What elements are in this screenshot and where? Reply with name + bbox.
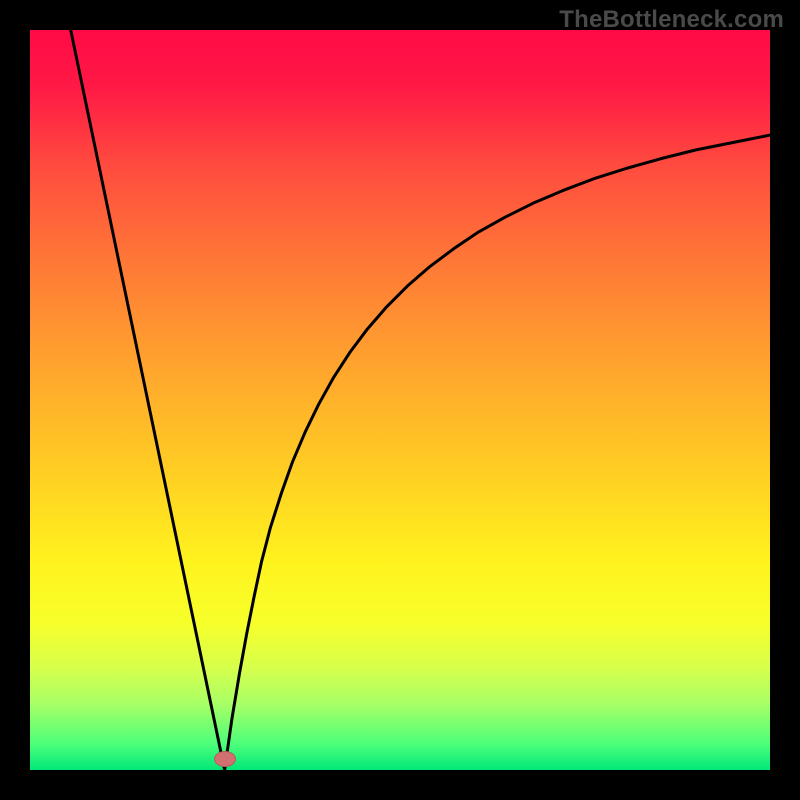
bottleneck-curve: [30, 30, 770, 770]
watermark-text: TheBottleneck.com: [559, 6, 784, 34]
plot-area: [30, 30, 770, 770]
chart-frame: TheBottleneck.com: [0, 0, 800, 800]
minimum-marker: [214, 751, 236, 767]
